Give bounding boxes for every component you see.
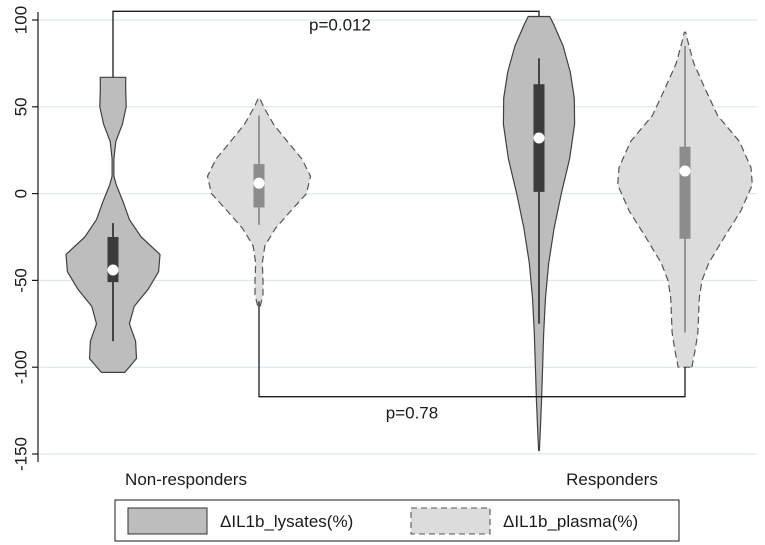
x-category-label: Responders xyxy=(566,470,658,489)
legend-label: ΔIL1b_lysates(%) xyxy=(220,512,353,531)
legend-swatch xyxy=(410,507,491,535)
iqr-box xyxy=(107,237,119,283)
x-category-label: Non-responders xyxy=(125,470,247,489)
p-value-label: p=0.012 xyxy=(309,15,371,34)
significance-bracket xyxy=(258,301,686,398)
y-tick-label: -150 xyxy=(11,437,30,471)
significance-bracket xyxy=(112,10,540,78)
y-tick-label: 0 xyxy=(11,189,30,198)
y-tick-label: 100 xyxy=(11,6,30,34)
x-axis-categories: Non-responders Responders xyxy=(125,470,658,489)
violins xyxy=(65,15,753,452)
legend-label: ΔIL1b_plasma(%) xyxy=(503,512,638,531)
y-tick-label: 50 xyxy=(11,97,30,116)
gridlines xyxy=(38,19,757,455)
median-marker xyxy=(107,264,119,276)
median-marker xyxy=(679,165,691,177)
y-tick-label: -50 xyxy=(11,268,30,293)
y-tick-label: -100 xyxy=(11,350,30,384)
legend-swatch xyxy=(127,507,208,535)
median-marker xyxy=(253,177,265,189)
legend-box xyxy=(114,499,680,542)
p-value-brackets: p=0.012 p=0.78 xyxy=(112,10,686,423)
p-value-label: p=0.78 xyxy=(386,404,438,423)
iqr-box xyxy=(679,146,691,239)
legend: ΔIL1b_lysates(%) ΔIL1b_plasma(%) xyxy=(114,499,680,542)
median-marker xyxy=(533,132,545,144)
y-axis: 100 50 0 -50 -100 -150 xyxy=(11,6,39,471)
